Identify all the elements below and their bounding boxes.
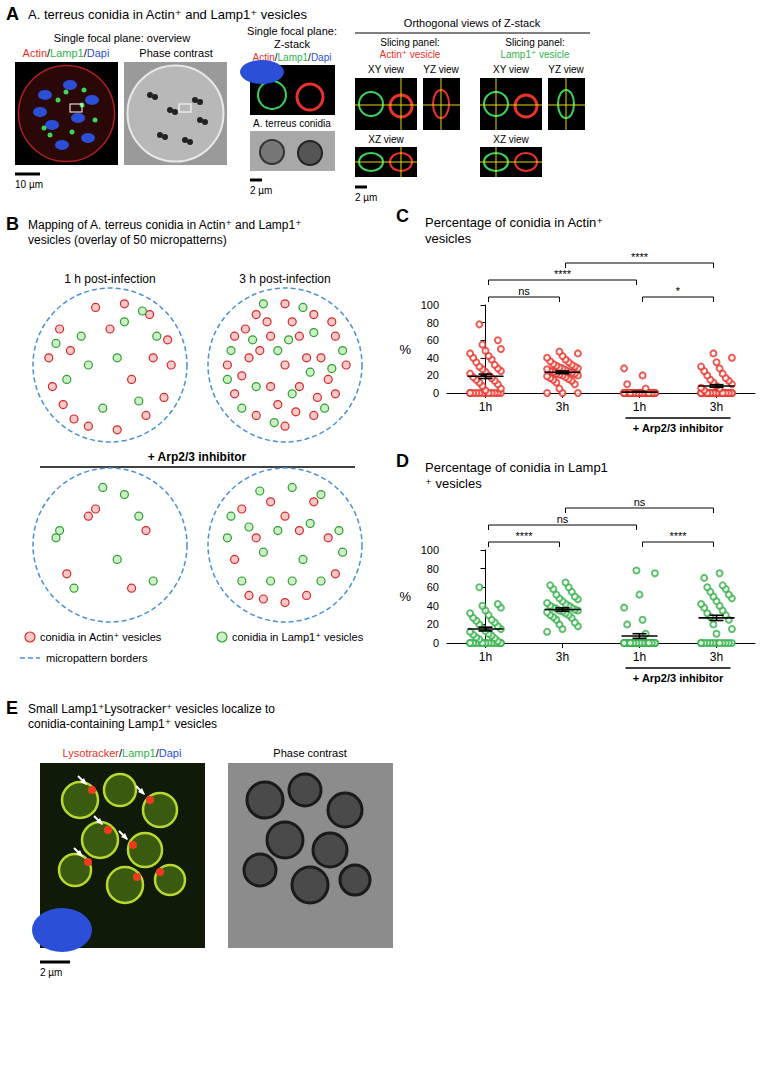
svg-text:2 µm: 2 µm bbox=[40, 967, 62, 978]
svg-text:⁺ vesicles: ⁺ vesicles bbox=[425, 476, 482, 491]
svg-text:Actin/Lamp1/Dapi: Actin/Lamp1/Dapi bbox=[23, 47, 110, 59]
svg-text:Orthogonal views of Z-stack: Orthogonal views of Z-stack bbox=[404, 17, 541, 29]
svg-text:A. terreus conidia: A. terreus conidia bbox=[253, 118, 331, 129]
svg-text:****: **** bbox=[669, 530, 687, 542]
svg-text:XZ view: XZ view bbox=[493, 134, 529, 145]
svg-text:Single focal plane: overview: Single focal plane: overview bbox=[54, 32, 190, 44]
svg-text:B: B bbox=[6, 214, 19, 234]
svg-text:conidia in Actin⁺ vesicles: conidia in Actin⁺ vesicles bbox=[40, 631, 162, 643]
svg-text:1h: 1h bbox=[479, 400, 492, 414]
svg-text:Lysotracker/Lamp1/Dapi: Lysotracker/Lamp1/Dapi bbox=[63, 747, 182, 759]
svg-text:1 h post-infection: 1 h post-infection bbox=[64, 272, 155, 286]
svg-text:Slicing panel:: Slicing panel: bbox=[380, 37, 439, 48]
svg-text:2 µm: 2 µm bbox=[250, 185, 272, 196]
svg-text:vesicles (overlay of 50 microp: vesicles (overlay of 50 micropatterns) bbox=[28, 233, 227, 247]
svg-text:2 µm: 2 µm bbox=[355, 192, 377, 203]
svg-text:ns: ns bbox=[518, 285, 530, 297]
svg-text:0: 0 bbox=[433, 387, 439, 399]
svg-text:Percentage of conidia in Lamp1: Percentage of conidia in Lamp1 bbox=[425, 460, 608, 475]
svg-text:Phase contrast: Phase contrast bbox=[273, 747, 346, 759]
svg-text:+ Arp2/3 inhibitor: + Arp2/3 inhibitor bbox=[633, 672, 724, 684]
svg-text:A. terreus conidia in Actin⁺ a: A. terreus conidia in Actin⁺ and Lamp1⁺ … bbox=[28, 7, 307, 22]
svg-text:1h: 1h bbox=[633, 400, 646, 414]
svg-text:micropattern borders: micropattern borders bbox=[46, 652, 148, 664]
svg-text:0: 0 bbox=[433, 637, 439, 649]
svg-text:Small Lamp1⁺Lysotracker⁺ vesic: Small Lamp1⁺Lysotracker⁺ vesicles locali… bbox=[28, 702, 275, 716]
svg-text:3h: 3h bbox=[556, 650, 569, 664]
svg-text:3 h post-infection: 3 h post-infection bbox=[239, 272, 330, 286]
svg-text:YZ view: YZ view bbox=[423, 64, 459, 75]
svg-text:3h: 3h bbox=[556, 400, 569, 414]
svg-text:ns: ns bbox=[557, 513, 569, 525]
svg-text:Slicing panel:: Slicing panel: bbox=[505, 37, 564, 48]
svg-text:XY view: XY view bbox=[368, 64, 405, 75]
svg-text:+ Arp2/3 inhibitor: + Arp2/3 inhibitor bbox=[633, 422, 724, 434]
svg-text:Actin⁺ vesicle: Actin⁺ vesicle bbox=[380, 49, 441, 60]
svg-text:Lamp1⁺ vesicle: Lamp1⁺ vesicle bbox=[500, 49, 570, 60]
svg-text:80: 80 bbox=[427, 563, 439, 575]
svg-text:10 µm: 10 µm bbox=[15, 179, 43, 190]
svg-text:40: 40 bbox=[427, 352, 439, 364]
svg-text:40: 40 bbox=[427, 600, 439, 612]
svg-text:E: E bbox=[6, 698, 18, 718]
svg-text:%: % bbox=[399, 342, 411, 357]
svg-text:XZ view: XZ view bbox=[368, 134, 404, 145]
svg-text:Z-stack: Z-stack bbox=[274, 38, 311, 50]
svg-text:1h: 1h bbox=[633, 650, 646, 664]
svg-text:conidia in Lamp1⁺ vesicles: conidia in Lamp1⁺ vesicles bbox=[232, 631, 364, 643]
svg-text:D: D bbox=[396, 451, 409, 471]
svg-text:Mapping of A. terreus conidia: Mapping of A. terreus conidia in Actin⁺ … bbox=[28, 218, 302, 232]
svg-text:XY view: XY view bbox=[493, 64, 530, 75]
svg-text:100: 100 bbox=[421, 544, 439, 556]
svg-text:+ Arp2/3 inhibitor: + Arp2/3 inhibitor bbox=[148, 450, 247, 464]
svg-text:60: 60 bbox=[427, 334, 439, 346]
svg-text:100: 100 bbox=[421, 299, 439, 311]
svg-text:20: 20 bbox=[427, 618, 439, 630]
svg-text:ns: ns bbox=[634, 496, 646, 508]
svg-text:****: **** bbox=[554, 268, 572, 280]
svg-text:Percentage of conidia in Actin: Percentage of conidia in Actin⁺ bbox=[425, 215, 607, 230]
svg-text:****: **** bbox=[631, 251, 649, 263]
svg-text:1h: 1h bbox=[479, 650, 492, 664]
svg-text:60: 60 bbox=[427, 581, 439, 593]
svg-text:3h: 3h bbox=[710, 650, 723, 664]
svg-text:A: A bbox=[6, 4, 19, 24]
svg-text:3h: 3h bbox=[710, 400, 723, 414]
svg-text:YZ view: YZ view bbox=[548, 64, 584, 75]
svg-text:conidia-containing Lamp1⁺ vesi: conidia-containing Lamp1⁺ vesicles bbox=[28, 717, 217, 731]
svg-text:****: **** bbox=[515, 530, 533, 542]
html-text:Actin / Lamp1 / Dapi: Actin / Lamp1 / Dapi bbox=[252, 52, 332, 63]
svg-text:Single focal plane:: Single focal plane: bbox=[247, 25, 337, 37]
svg-text:20: 20 bbox=[427, 369, 439, 381]
svg-text:80: 80 bbox=[427, 317, 439, 329]
svg-text:*: * bbox=[676, 285, 681, 297]
svg-text:vesicles: vesicles bbox=[425, 231, 472, 246]
svg-text:%: % bbox=[399, 589, 411, 604]
svg-text:C: C bbox=[396, 206, 409, 226]
svg-text:Phase contrast: Phase contrast bbox=[139, 47, 212, 59]
